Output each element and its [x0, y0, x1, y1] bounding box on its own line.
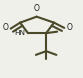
Text: HN: HN — [14, 30, 25, 36]
Text: O: O — [66, 23, 72, 32]
Text: O: O — [34, 4, 40, 13]
Text: O: O — [2, 23, 8, 32]
